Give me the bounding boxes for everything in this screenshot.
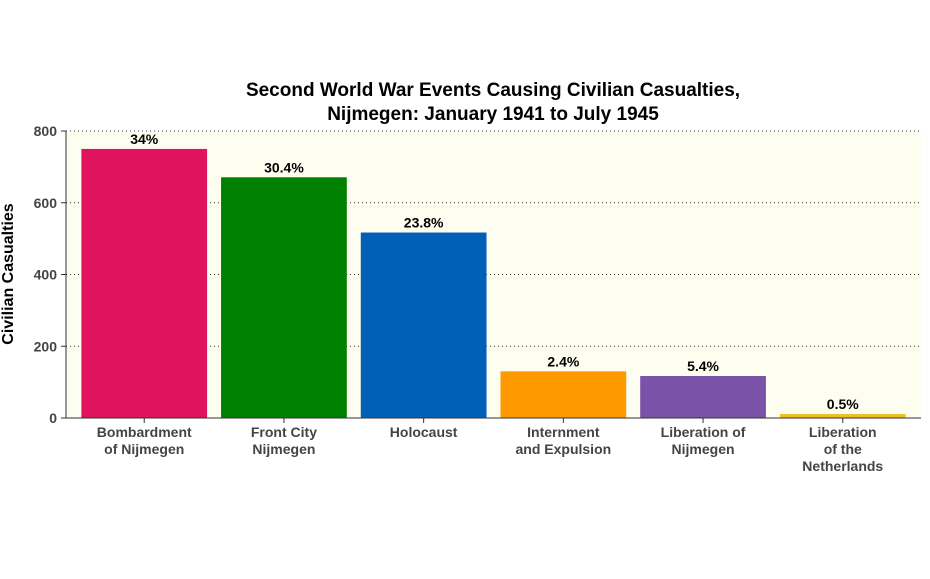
x-tick-label: Bombardment — [97, 424, 192, 440]
x-tick-label: Front City — [251, 424, 317, 440]
x-tick-label: Liberation of — [661, 424, 746, 440]
data-label: 5.4% — [687, 358, 719, 374]
x-tick-label: Internment — [527, 424, 600, 440]
x-tick-label: of the — [824, 441, 862, 457]
bar — [779, 414, 906, 418]
bar — [500, 371, 627, 418]
bars — [81, 148, 906, 418]
data-label: 0.5% — [827, 396, 859, 412]
bar — [360, 232, 487, 418]
x-tick-label: and Expulsion — [516, 441, 612, 457]
bar — [81, 148, 208, 418]
bar — [221, 177, 347, 418]
y-tick-label: 0 — [49, 410, 57, 426]
data-labels: 34% 30.4% 23.8% 2.4% 5.4% 0.5% — [130, 131, 859, 412]
data-label: 2.4% — [547, 353, 579, 369]
x-tick-label: Liberation — [809, 424, 877, 440]
x-tick-label: Holocaust — [390, 424, 458, 440]
y-tick-label: 200 — [34, 338, 58, 354]
x-tick-label: of Nijmegen — [104, 441, 184, 457]
chart-subtitle: Nijmegen: January 1941 to July 1945 — [327, 104, 659, 125]
chart-title: Second World War Events Causing Civilian… — [246, 80, 740, 101]
grid-lines — [66, 130, 921, 347]
x-tick-label: Nijmegen — [252, 441, 315, 457]
y-tick-label: 800 — [34, 123, 58, 139]
data-label: 34% — [130, 131, 159, 147]
y-axis-label: Civilian Casualties — [0, 203, 17, 344]
bar — [640, 376, 766, 418]
y-tick-label: 400 — [34, 267, 58, 283]
x-tick-label: Netherlands — [802, 458, 883, 474]
data-label: 23.8% — [404, 215, 444, 231]
data-label: 30.4% — [264, 159, 304, 175]
x-tick-label: Nijmegen — [672, 441, 735, 457]
y-tick-label: 600 — [34, 195, 58, 211]
